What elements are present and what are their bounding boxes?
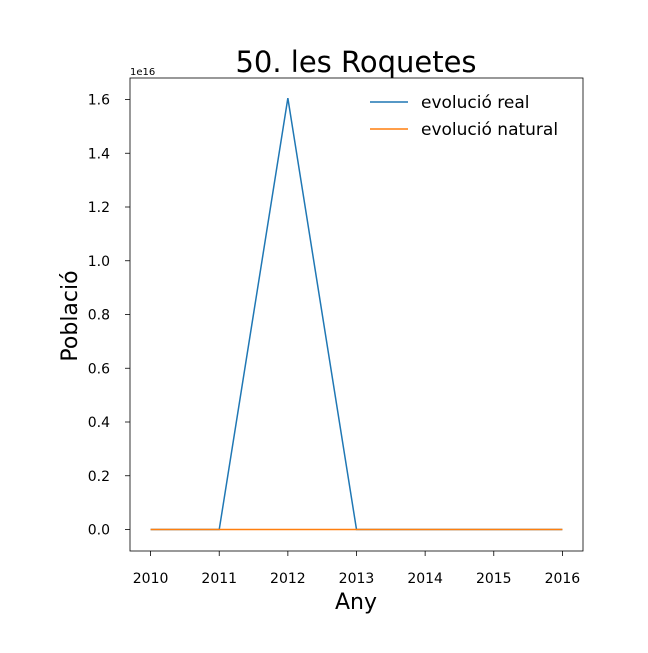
x-tick-label: 2014: [407, 571, 443, 587]
x-tick-label: 2016: [545, 571, 581, 587]
x-tick-label: 2015: [476, 571, 512, 587]
legend-label-1: evolució real: [421, 93, 530, 113]
plot-frame: [129, 77, 584, 552]
x-tick-label: 2010: [133, 571, 169, 587]
y-axis-label: Població: [58, 270, 83, 361]
y-tick-label: 0.8: [88, 308, 110, 324]
y-tick-label: 1.6: [88, 93, 110, 109]
y-tick-label: 0.2: [88, 469, 110, 485]
y-tick-label: 0.4: [88, 415, 110, 431]
x-tick-label: 2012: [270, 571, 306, 587]
y-offset-label: 1e16: [130, 67, 155, 78]
x-tick-label: 2013: [339, 571, 375, 587]
chart-title: 50. les Roquetes: [235, 45, 476, 79]
y-tick-label: 1.4: [88, 146, 110, 162]
x-tick-label: 2011: [201, 571, 237, 587]
y-tick-label: 0.0: [88, 523, 110, 539]
series-line-1: [150, 98, 563, 531]
legend-label-2: evolució natural: [421, 120, 558, 140]
y-tick-label: 1.2: [88, 200, 110, 216]
y-tick-label: 0.6: [88, 361, 110, 377]
x-axis-label: Any: [335, 590, 377, 615]
y-tick-label: 1.0: [88, 254, 110, 270]
plot-area: 2010 2011 2012 2013 2014 2015 2016 0.0 0.2 0.4 0.6…: [88, 77, 584, 587]
